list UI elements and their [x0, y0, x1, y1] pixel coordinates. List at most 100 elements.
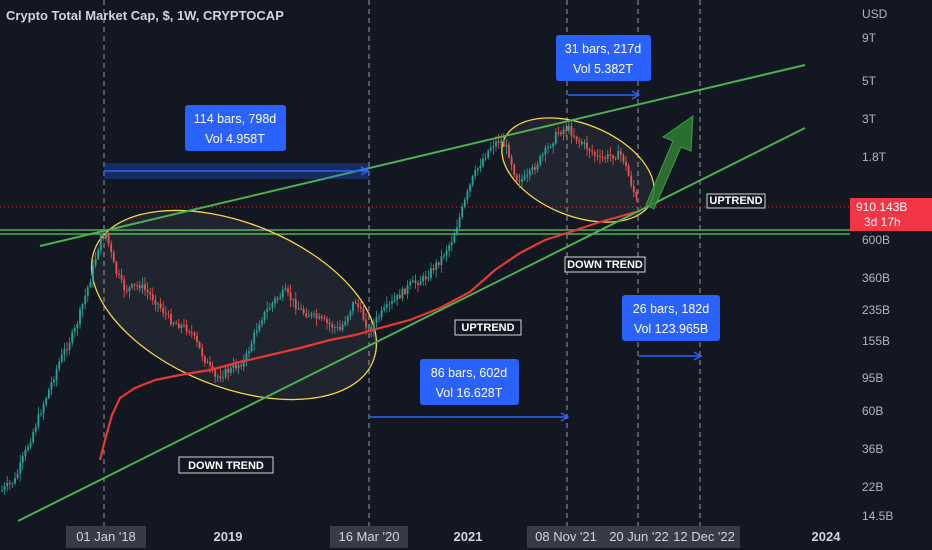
candle [544, 145, 547, 163]
candle [229, 364, 232, 376]
candle [8, 479, 11, 490]
measure-range-2 [370, 412, 570, 422]
x-axis[interactable]: 2019 2021 2024 01 Jan '18 16 Mar '20 08 … [0, 526, 850, 550]
annotation-uptrend-2[interactable]: UPTREND [706, 193, 766, 209]
candle [437, 261, 440, 269]
candle [315, 308, 318, 327]
candle [578, 136, 581, 149]
candle [180, 322, 183, 334]
candle [328, 318, 331, 332]
candle [630, 171, 633, 189]
candle [560, 130, 562, 137]
consolidation-ellipse-2018 [90, 209, 378, 401]
candle [118, 269, 120, 279]
candle [34, 423, 37, 436]
candle [619, 148, 622, 163]
candle [297, 301, 300, 311]
candle [320, 314, 323, 322]
candle [196, 331, 198, 347]
candle [385, 296, 388, 313]
candle [632, 180, 635, 198]
candle [185, 319, 188, 336]
candle [393, 292, 396, 303]
candle [318, 312, 321, 321]
candle [37, 406, 40, 430]
measure-label-4-bars: 26 bars, 182d [633, 302, 709, 316]
candle [211, 361, 214, 373]
candle [276, 295, 279, 304]
candle [177, 318, 180, 330]
candle [58, 357, 61, 372]
candle [115, 260, 118, 278]
candle [463, 197, 466, 209]
svg-text:UPTREND: UPTREND [461, 322, 514, 334]
measure-label-2[interactable]: 86 bars, 602d Vol 16.628T [420, 359, 519, 405]
candle [250, 339, 253, 353]
candle [151, 287, 154, 305]
annotation-down-trend-2[interactable]: DOWN TREND [564, 256, 646, 273]
measure-label-4[interactable]: 26 bars, 182d Vol 123.965B [622, 295, 720, 341]
candle [125, 284, 128, 295]
svg-text:DOWN TREND: DOWN TREND [567, 259, 643, 271]
annotation-uptrend-1[interactable]: UPTREND [454, 319, 522, 336]
annotation-down-trend-1[interactable]: DOWN TREND [178, 456, 274, 474]
candle [42, 400, 45, 421]
candle [302, 305, 305, 316]
candle [391, 294, 393, 310]
candle [513, 163, 516, 178]
candle [307, 309, 310, 318]
candle [606, 149, 609, 163]
candle [216, 373, 219, 383]
candle [154, 294, 157, 312]
candle [489, 142, 492, 153]
candle [625, 156, 627, 171]
candle [81, 302, 84, 318]
measure-label-3[interactable]: 31 bars, 217d Vol 5.382T [556, 35, 651, 81]
candle [469, 182, 471, 197]
uptrend-arrow [645, 114, 694, 210]
candle [622, 153, 625, 165]
candle [588, 147, 591, 159]
candle [253, 328, 256, 351]
candle [29, 438, 32, 450]
candle [60, 348, 63, 364]
measure-label-1-vol: Vol 4.958T [205, 132, 265, 146]
candle [586, 136, 588, 156]
candle [554, 128, 557, 146]
candle [333, 324, 336, 334]
candle [79, 305, 81, 329]
y-axis[interactable]: 9T 5T 3T 1.8T 600B 360B 235B 155B 95B 60B 36B 22B 14… [862, 31, 893, 523]
candle [430, 262, 432, 281]
candle [289, 284, 292, 308]
candle [11, 481, 14, 488]
candle [508, 141, 510, 159]
moving-average-line [98, 209, 641, 461]
candle [16, 469, 19, 481]
candle [323, 314, 326, 321]
candle [6, 475, 9, 492]
candle [255, 323, 258, 337]
y-tick-155B: 155B [862, 334, 890, 348]
candle [461, 203, 464, 220]
candle [396, 293, 399, 306]
candle [536, 161, 539, 173]
candle [237, 363, 240, 375]
candle [183, 318, 185, 329]
candle [105, 231, 107, 242]
measure-label-1[interactable]: 114 bars, 798d Vol 4.958T [185, 105, 286, 151]
x-tick-2021: 2021 [454, 529, 483, 544]
candle [99, 234, 102, 255]
candle [136, 281, 139, 291]
candle [432, 264, 435, 274]
candle [274, 295, 276, 308]
candle [515, 173, 518, 183]
x-marker-mar20: 16 Mar '20 [330, 526, 408, 548]
candle [224, 366, 227, 380]
candle [284, 283, 287, 292]
candle [596, 149, 599, 161]
candle [40, 409, 42, 417]
candle [362, 302, 365, 322]
candle [206, 358, 209, 365]
measure-label-3-vol: Vol 5.382T [573, 62, 633, 76]
